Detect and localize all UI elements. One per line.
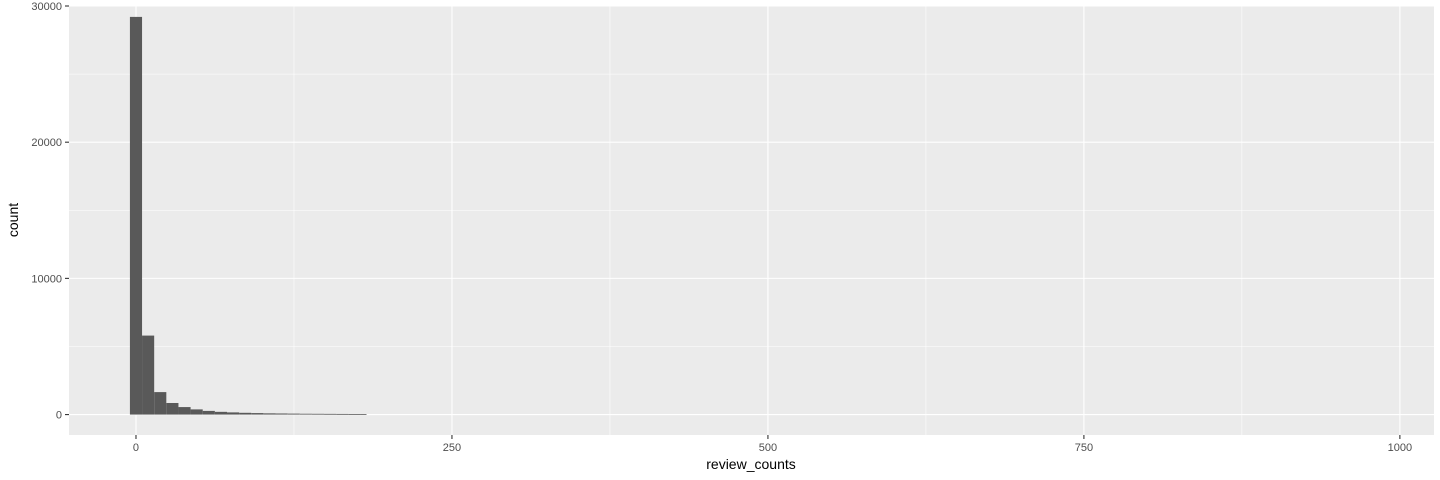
histogram-bar [251,413,264,415]
histogram-bar [239,412,252,415]
histogram-bar [287,413,300,415]
histogram-bar [348,414,361,415]
histogram-bar [275,413,288,415]
histogram-bar [129,16,143,415]
y-tick-label: 0 [56,410,62,422]
major-gridlines [69,5,1434,435]
histogram-bar [360,414,367,415]
y-tick-label: 20000 [31,137,62,149]
histogram-bar [178,407,191,415]
y-tick-label: 30000 [31,1,62,13]
x-axis: 0 250 500 750 1000 [133,435,1412,454]
x-tick-label: 250 [443,442,461,454]
histogram-bar [166,402,179,415]
y-axis-title: count [5,203,21,237]
histogram-bar [324,413,337,415]
histogram-bars [129,16,367,415]
histogram-bar [336,413,349,415]
histogram-bar [226,412,240,415]
x-tick-label: 1000 [1388,442,1412,454]
y-axis: 0 10000 20000 30000 [31,1,69,422]
histogram-bar [202,410,215,415]
plot-panel [69,6,1434,435]
histogram-bar [311,413,325,415]
histogram-bar [214,411,227,415]
x-axis-title: review_counts [706,456,796,472]
histogram-bar [263,413,276,415]
y-tick-label: 10000 [31,273,62,285]
histogram-bar [142,335,155,415]
x-tick-label: 750 [1075,442,1093,454]
histogram-bar [190,409,203,415]
histogram-bar [299,413,312,415]
x-tick-label: 500 [759,442,777,454]
x-tick-label: 0 [133,442,139,454]
histogram-bar [154,392,167,415]
minor-gridlines [69,6,1434,435]
